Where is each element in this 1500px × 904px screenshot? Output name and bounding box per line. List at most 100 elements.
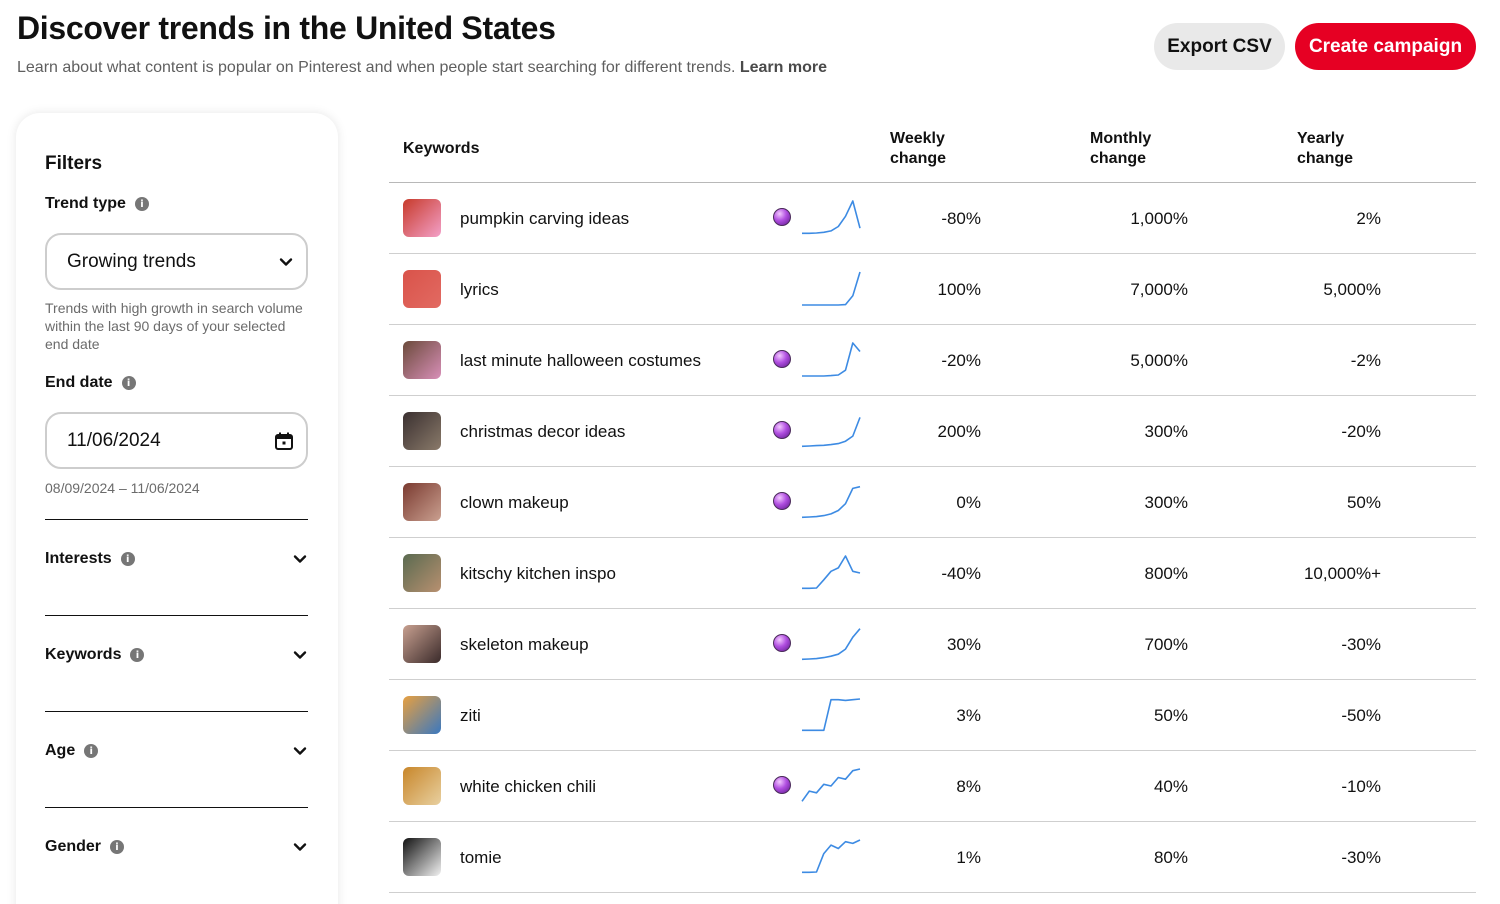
- yearly-change-value: -50%: [1341, 706, 1381, 725]
- table-row[interactable]: christmas decor ideas 200% 300% -20%: [389, 396, 1476, 467]
- monthly-change-value: 7,000%: [1130, 280, 1188, 299]
- weekly-header-line2: change: [890, 150, 947, 167]
- crystal-ball-icon[interactable]: [773, 421, 791, 439]
- monthly-header-line2: change: [1090, 150, 1147, 167]
- table-row[interactable]: last minute halloween costumes -20% 5,000%…: [389, 325, 1476, 396]
- divider: [45, 519, 308, 520]
- table-row[interactable]: skeleton makeup 30% 700% -30%: [389, 609, 1476, 680]
- page-title: Discover trends in the United States: [17, 10, 556, 46]
- yearly-change-value: -10%: [1341, 777, 1381, 796]
- keyword-label[interactable]: ziti: [460, 706, 481, 725]
- weekly-header-line1: Weekly: [890, 130, 945, 147]
- weekly-change-value: -80%: [941, 209, 981, 228]
- keyword-label[interactable]: kitschy kitchen inspo: [460, 564, 616, 583]
- trend-type-value: Growing trends: [67, 250, 196, 272]
- keyword-label[interactable]: pumpkin carving ideas: [460, 209, 630, 228]
- chevron-down-icon[interactable]: [292, 743, 308, 759]
- weekly-change-column-header[interactable]: Weekly change: [890, 129, 946, 169]
- gender-accordion[interactable]: Gender i: [45, 838, 308, 856]
- keyword-label[interactable]: tomie: [460, 848, 502, 867]
- trend-type-label-text: Trend type: [45, 195, 126, 212]
- date-range-text: 08/09/2024 – 11/06/2024: [45, 480, 200, 496]
- learn-more-link[interactable]: Learn more: [739, 59, 827, 76]
- keyword-label[interactable]: skeleton makeup: [460, 635, 589, 654]
- interests-accordion[interactable]: Interests i: [45, 550, 308, 568]
- keyword-thumbnail: [403, 412, 441, 450]
- yearly-change-column-header[interactable]: Yearly change: [1297, 129, 1353, 169]
- monthly-change-value: 1,000%: [1130, 209, 1188, 228]
- keywords-accordion[interactable]: Keywords i: [45, 646, 308, 664]
- info-icon[interactable]: i: [110, 840, 125, 854]
- weekly-change-value: 200%: [937, 422, 981, 441]
- filters-panel: Filters Trend type i Growing trends Tren…: [16, 113, 338, 904]
- sparkline-path: [802, 342, 861, 377]
- info-icon[interactable]: i: [134, 197, 149, 211]
- create-campaign-button[interactable]: Create campaign: [1295, 23, 1476, 70]
- divider: [45, 807, 308, 808]
- yearly-change-value: 50%: [1346, 493, 1381, 512]
- keyword-label[interactable]: clown makeup: [460, 493, 569, 512]
- keyword-thumbnail: [403, 199, 441, 237]
- table-row[interactable]: white chicken chili 8% 40% -10%: [389, 751, 1476, 822]
- sparkline-path: [802, 555, 861, 590]
- weekly-change-value: 3%: [956, 706, 981, 725]
- export-csv-button[interactable]: Export CSV: [1154, 23, 1285, 70]
- monthly-change-value: 80%: [1153, 848, 1188, 867]
- end-date-label-text: End date: [45, 374, 113, 391]
- subtitle-text: Learn about what content is popular on P…: [17, 59, 736, 76]
- trend-sparkline: [802, 839, 861, 874]
- trend-type-label: Trend type i: [45, 195, 149, 213]
- sparkline-path: [801, 628, 861, 661]
- sparkline-path: [802, 271, 861, 306]
- sparkline-path: [802, 698, 861, 732]
- yearly-change-value: -30%: [1341, 635, 1381, 654]
- age-accordion[interactable]: Age i: [45, 742, 308, 760]
- chevron-down-icon[interactable]: [292, 839, 308, 855]
- keyword-label[interactable]: last minute halloween costumes: [460, 351, 701, 370]
- page-subtitle: Learn about what content is popular on P…: [17, 59, 827, 77]
- table-row[interactable]: ziti 3% 50% -50%: [389, 680, 1476, 751]
- keyword-label[interactable]: white chicken chili: [460, 777, 597, 796]
- info-icon[interactable]: i: [130, 648, 145, 662]
- weekly-change-value: 100%: [937, 280, 981, 299]
- table-row[interactable]: kitschy kitchen inspo -40% 800% 10,000%+: [389, 538, 1476, 609]
- info-icon[interactable]: i: [120, 552, 135, 566]
- table-row[interactable]: lyrics 100% 7,000% 5,000%: [389, 254, 1476, 325]
- end-date-label: End date i: [45, 374, 136, 392]
- calendar-icon[interactable]: [274, 431, 294, 451]
- sparkline-path: [801, 485, 861, 519]
- end-date-input[interactable]: 11/06/2024: [45, 412, 308, 469]
- crystal-ball-icon[interactable]: [773, 634, 791, 652]
- yearly-header-line2: change: [1297, 150, 1354, 167]
- yearly-change-value: 2%: [1356, 209, 1381, 228]
- yearly-change-value: -2%: [1350, 351, 1381, 370]
- trend-sparkline: [802, 200, 861, 235]
- gender-label: Gender i: [45, 838, 125, 856]
- info-icon[interactable]: i: [121, 376, 136, 390]
- monthly-change-value: 40%: [1153, 777, 1188, 796]
- trend-sparkline: [801, 768, 861, 802]
- age-label: Age i: [45, 742, 99, 760]
- table-row[interactable]: tomie 1% 80% -30%: [389, 822, 1476, 893]
- crystal-ball-icon[interactable]: [773, 208, 791, 226]
- weekly-change-value: 30%: [946, 635, 981, 654]
- monthly-change-column-header[interactable]: Monthly change: [1090, 129, 1151, 169]
- keyword-thumbnail: [403, 554, 441, 592]
- sparkline-path: [802, 839, 861, 874]
- table-row[interactable]: pumpkin carving ideas -80% 1,000% 2%: [389, 183, 1476, 254]
- monthly-change-value: 800%: [1144, 564, 1188, 583]
- end-date-value: 11/06/2024: [67, 429, 161, 451]
- weekly-change-value: -40%: [941, 564, 981, 583]
- chevron-down-icon[interactable]: [292, 551, 308, 567]
- yearly-change-value: 5,000%: [1323, 280, 1381, 299]
- table-row[interactable]: clown makeup 0% 300% 50%: [389, 467, 1476, 538]
- keyword-label[interactable]: lyrics: [460, 280, 499, 299]
- trend-type-select[interactable]: Growing trends: [45, 233, 308, 290]
- keyword-thumbnail: [403, 696, 441, 734]
- crystal-ball-icon[interactable]: [773, 492, 791, 510]
- crystal-ball-icon[interactable]: [773, 776, 791, 794]
- keyword-label[interactable]: christmas decor ideas: [460, 422, 626, 441]
- info-icon[interactable]: i: [84, 744, 99, 758]
- crystal-ball-icon[interactable]: [773, 350, 791, 368]
- chevron-down-icon[interactable]: [292, 647, 308, 663]
